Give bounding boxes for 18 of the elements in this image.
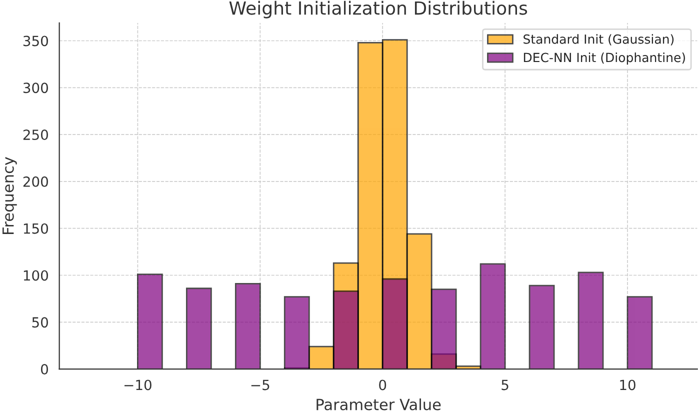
- y-tick-label: 250: [23, 130, 48, 140]
- y-tick-label: 100: [24, 270, 48, 281]
- y-tick-label: 50: [32, 317, 48, 328]
- y-tick-label: 300: [23, 82, 48, 94]
- legend-label: DEC-NN Init (Diophantine): [524, 52, 685, 65]
- x-axis-title: Parameter Value: [316, 398, 441, 410]
- x-tick-label: 10: [620, 380, 636, 390]
- y-tick-label: 150: [24, 223, 48, 234]
- x-tick-label: 0: [379, 380, 386, 390]
- x-tick-label: −5: [251, 380, 270, 390]
- y-tick-label: 0: [40, 364, 48, 375]
- x-tick-label: 5: [502, 380, 508, 390]
- y-tick-label: 200: [23, 176, 48, 187]
- chart-title: Weight Initialization Distributions: [229, 0, 528, 18]
- legend-label: Standard Init (Gaussian): [524, 34, 674, 46]
- y-axis-title: Frequency: [2, 156, 17, 234]
- y-tick-label: 350: [23, 36, 48, 46]
- x-tick-label: −10: [124, 380, 152, 390]
